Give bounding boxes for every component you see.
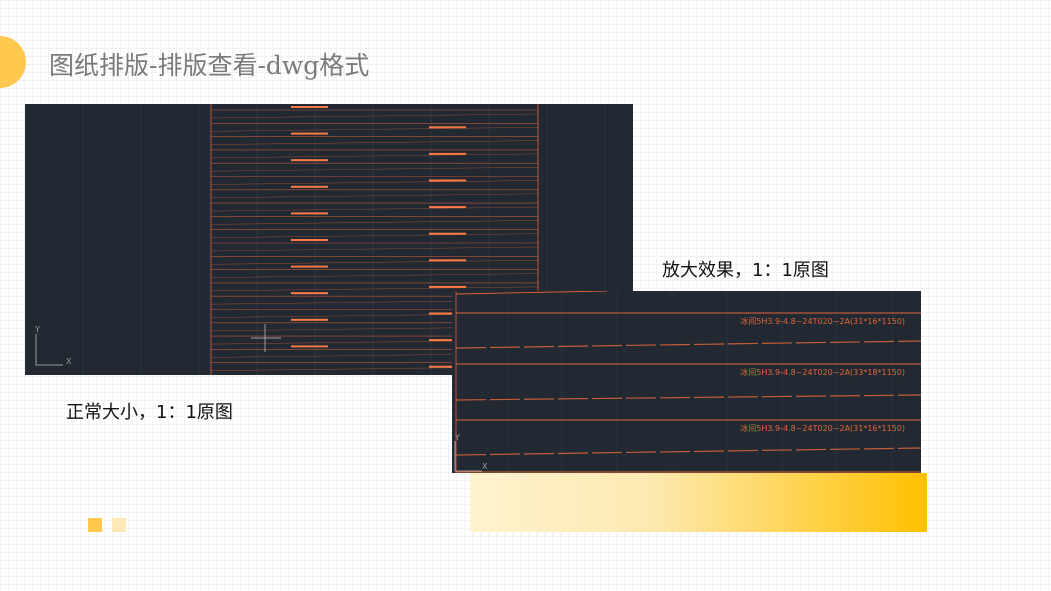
strip-edge: [210, 246, 539, 252]
page-title: 图纸排版-排版查看-dwg格式: [49, 51, 370, 80]
strip-edge: [210, 153, 539, 159]
strip-edge: [210, 233, 539, 238]
part-label-mark: [291, 212, 328, 215]
part-label-mark: [429, 312, 466, 315]
part-label-mark: [429, 365, 466, 368]
strip-edge: [210, 166, 539, 172]
cad-view-zoomed: 冰间5H3.9-4.8~24T020~2A(31*16*1150) 冰间5H3.…: [452, 291, 921, 473]
part-label-mark: [429, 179, 466, 182]
ucs-icon: [35, 334, 63, 366]
ucs-x-label: X: [482, 462, 488, 471]
part-label-mark: [291, 265, 328, 268]
part-label: 冰间5H3.9-4.8~24T020~2A(31*16*1150): [740, 317, 905, 326]
cad-view-normal: [25, 104, 633, 375]
caption-zoomed: 放大效果，1：1原图: [662, 260, 829, 281]
strip-edge: [210, 273, 539, 278]
strip-edge: [210, 260, 539, 265]
part-label-mark: [291, 185, 328, 188]
part-label: 冰间5H3.9-4.8~24T020~2A(33*18*1150): [740, 368, 905, 377]
cad-drawing-zoomed: [452, 291, 921, 473]
ucs-icon: [454, 441, 482, 472]
part-label-mark: [291, 292, 328, 295]
part-label-mark: [291, 318, 328, 321]
part-label: 冰间5H3.9-4.8~24T020~2A(31*16*1150): [740, 424, 905, 433]
part-label-mark: [429, 152, 466, 155]
part-label-mark: [291, 106, 328, 108]
decorative-circle: [0, 36, 26, 88]
part-label-mark: [429, 285, 466, 288]
ucs-y-label: Y: [455, 433, 460, 442]
ucs-x-label: X: [66, 357, 72, 366]
decorative-square: [88, 518, 102, 532]
strip-edge: [455, 447, 921, 456]
part-label-mark: [429, 339, 466, 342]
decorative-gradient-block: [470, 473, 927, 532]
decorative-square: [112, 518, 126, 532]
ucs-y-label: Y: [35, 325, 40, 334]
part-label-mark: [291, 159, 328, 162]
strip-edge: [210, 180, 539, 185]
part-label-mark: [429, 126, 466, 129]
strip-edge: [455, 340, 921, 349]
strip-line: [455, 291, 608, 295]
part-label-mark: [291, 132, 328, 135]
part-label-mark: [429, 206, 466, 209]
strip-edge: [455, 394, 921, 401]
strip-edge: [210, 140, 539, 145]
strip-edge: [210, 113, 539, 119]
strip-edge: [210, 286, 539, 292]
part-label-mark: [291, 239, 328, 241]
part-label-mark: [291, 345, 328, 348]
strip-edge: [210, 193, 539, 199]
part-label-mark: [429, 232, 466, 235]
strip-edge: [210, 220, 539, 225]
caption-normal: 正常大小，1：1原图: [66, 402, 233, 423]
part-label-mark: [429, 259, 466, 262]
strip-edge: [210, 127, 539, 132]
strip-edge: [210, 206, 539, 212]
